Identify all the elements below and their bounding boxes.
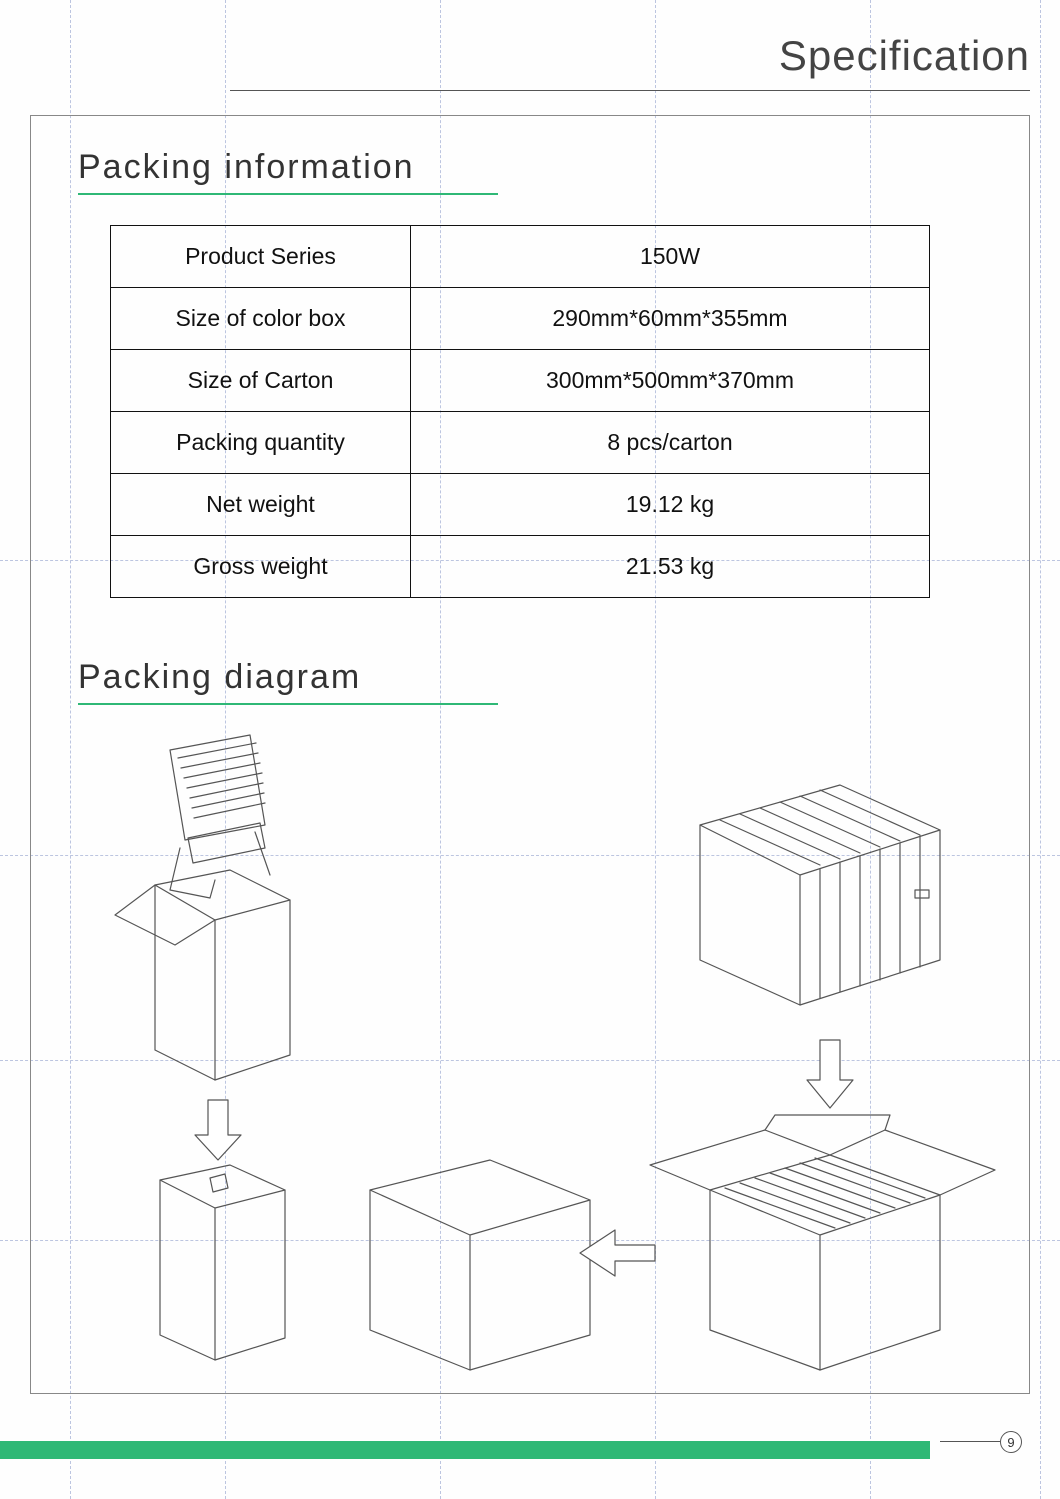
page-number-line bbox=[940, 1441, 1000, 1442]
section-packing-info: Packing information bbox=[78, 148, 498, 195]
carton-closed-icon bbox=[370, 1160, 590, 1370]
page-title: Specification bbox=[779, 32, 1030, 80]
footer-accent-bar bbox=[0, 1441, 930, 1459]
table-value: 21.53 kg bbox=[411, 536, 930, 598]
section2-underline bbox=[78, 703, 498, 705]
table-value: 300mm*500mm*370mm bbox=[411, 350, 930, 412]
table-row: Packing quantity8 pcs/carton bbox=[111, 412, 930, 474]
table-value: 8 pcs/carton bbox=[411, 412, 930, 474]
title-underline bbox=[230, 90, 1030, 91]
table-row: Gross weight21.53 kg bbox=[111, 536, 930, 598]
table-row: Size of color box290mm*60mm*355mm bbox=[111, 288, 930, 350]
section1-title: Packing information bbox=[78, 148, 498, 187]
arrow-left-icon bbox=[580, 1230, 655, 1276]
table-value: 150W bbox=[411, 226, 930, 288]
arrow-down-icon bbox=[195, 1100, 241, 1160]
section2-title: Packing diagram bbox=[78, 658, 498, 697]
table-label: Packing quantity bbox=[111, 412, 411, 474]
table-row: Size of Carton300mm*500mm*370mm bbox=[111, 350, 930, 412]
single-box-closed-icon bbox=[160, 1165, 285, 1360]
table-label: Size of Carton bbox=[111, 350, 411, 412]
section1-underline bbox=[78, 193, 498, 195]
table-label: Net weight bbox=[111, 474, 411, 536]
diagram-svg bbox=[60, 730, 1000, 1390]
table-value: 19.12 kg bbox=[411, 474, 930, 536]
page-number: 9 bbox=[1000, 1431, 1022, 1453]
table-row: Product Series150W bbox=[111, 226, 930, 288]
section-packing-diagram: Packing diagram bbox=[78, 658, 498, 705]
table-label: Size of color box bbox=[111, 288, 411, 350]
single-box-open-icon bbox=[115, 870, 290, 1080]
table-label: Product Series bbox=[111, 226, 411, 288]
packing-diagram bbox=[60, 730, 1000, 1489]
table-label: Gross weight bbox=[111, 536, 411, 598]
table-row: Net weight19.12 kg bbox=[111, 474, 930, 536]
packing-table: Product Series150W Size of color box290m… bbox=[110, 225, 930, 598]
arrow-down-icon bbox=[807, 1040, 853, 1108]
box-stack-icon bbox=[700, 785, 940, 1005]
floodlight-icon bbox=[170, 735, 270, 898]
carton-open-icon bbox=[650, 1115, 995, 1370]
table-value: 290mm*60mm*355mm bbox=[411, 288, 930, 350]
